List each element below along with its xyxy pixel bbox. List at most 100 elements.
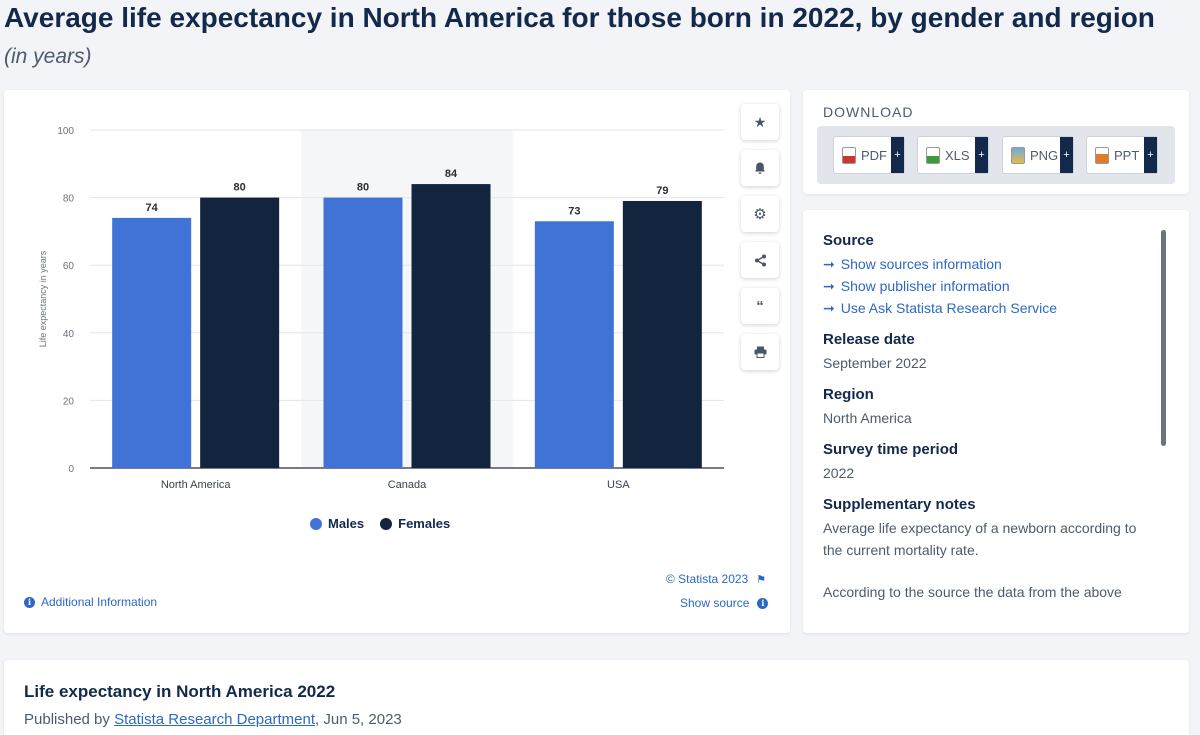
y-tick-label: 20 (63, 396, 75, 407)
show-source-link[interactable]: Show source i (680, 596, 769, 610)
bar-males (112, 217, 192, 468)
data-label: 84 (445, 168, 458, 180)
y-tick-label: 40 (63, 329, 75, 340)
supplementary-notes-more: According to the source the data from th… (823, 584, 1122, 600)
share-icon (754, 254, 766, 266)
page-title: Average life expectancy in North America… (4, 2, 1155, 33)
info-content: Source ➞ Show sources information ➞ Show p… (823, 232, 1153, 615)
favorite-button[interactable]: ★ (741, 104, 779, 140)
publish-date: , Jun 5, 2023 (315, 711, 402, 728)
x-tick-label: Canada (388, 479, 427, 491)
ppt-file-icon (1095, 146, 1109, 164)
settings-button[interactable]: ⚙ (741, 196, 779, 232)
legend-dot-males (310, 517, 322, 530)
copyright-link[interactable]: © Statista 2023 ⚑ (666, 572, 766, 586)
arrow-right-icon: ➞ (823, 300, 835, 316)
download-card: DOWNLOAD PDF + XLS + PNG + PPT + (803, 90, 1189, 194)
download-png-button[interactable]: PNG + (1002, 136, 1074, 174)
info-icon: i (24, 596, 35, 608)
arrow-right-icon: ➞ (823, 256, 835, 272)
info-fade (803, 609, 1189, 633)
download-png-label: PNG (1030, 147, 1059, 163)
bar-females (622, 200, 702, 468)
plus-icon: + (975, 137, 988, 173)
additional-info-label: Additional Information (41, 595, 158, 609)
region-heading: Region (823, 386, 874, 403)
arrow-right-icon: ➞ (823, 278, 835, 294)
info-scrollbar[interactable] (1161, 230, 1166, 446)
source-heading: Source (823, 232, 874, 249)
footer-card: Life expectancy in North America 2022 Pu… (4, 660, 1189, 735)
ask-research-link[interactable]: ➞ Use Ask Statista Research Service (823, 297, 1153, 319)
plus-icon: + (1144, 137, 1157, 173)
legend-item-males[interactable]: Males (310, 516, 364, 531)
legend-dot-females (380, 517, 393, 530)
xls-file-icon (926, 146, 940, 164)
ask-research-label: Use Ask Statista Research Service (840, 300, 1058, 316)
bar-females (411, 184, 491, 468)
y-tick-label: 100 (57, 126, 74, 137)
publisher-link[interactable]: Statista Research Department (114, 711, 316, 728)
supplementary-notes-heading: Supplementary notes (823, 496, 976, 513)
notification-button[interactable] (741, 150, 779, 186)
info-card: Source ➞ Show sources information ➞ Show p… (803, 210, 1189, 633)
bar-males (534, 221, 614, 468)
legend-label-males: Males (328, 516, 365, 531)
bar-males (323, 197, 403, 468)
chart-card: 0 20 40 60 80 100 Life expectancy in years 74 80… (4, 90, 790, 633)
share-button[interactable] (741, 242, 779, 278)
quote-icon: “ (756, 297, 764, 315)
bar-females (200, 197, 280, 468)
survey-period-heading: Survey time period (823, 441, 959, 458)
legend-item-females[interactable]: Females (380, 516, 450, 531)
star-icon: ★ (753, 113, 767, 130)
show-sources-link[interactable]: ➞ Show sources information (823, 253, 1153, 275)
footer-title: Life expectancy in North America 2022 (24, 682, 336, 701)
bar-chart: 0 20 40 60 80 100 Life expectancy in years 74 80… (38, 126, 724, 491)
plus-icon: + (891, 137, 904, 173)
release-date-heading: Release date (823, 331, 915, 348)
data-label: 80 (357, 182, 369, 194)
show-source-label: Show source (680, 596, 750, 610)
data-label: 80 (234, 182, 246, 194)
plus-icon: + (1060, 137, 1073, 173)
download-xls-button[interactable]: XLS + (917, 136, 989, 174)
supplementary-notes-value: Average life expectancy of a newborn acc… (823, 520, 1137, 558)
y-tick-label: 0 (68, 464, 74, 475)
footer-meta: Published by Statista Research Departmen… (24, 711, 402, 728)
bell-icon (755, 162, 765, 174)
print-button[interactable] (741, 334, 779, 370)
download-title: DOWNLOAD (823, 104, 914, 120)
show-sources-label: Show sources information (840, 256, 1002, 272)
survey-period-value: 2022 (823, 465, 855, 481)
show-publisher-label: Show publisher information (840, 278, 1010, 294)
legend-label-females: Females (398, 516, 451, 531)
download-ppt-label: PPT (1114, 147, 1140, 163)
download-pdf-button[interactable]: PDF + (833, 136, 905, 174)
download-tray: PDF + XLS + PNG + PPT + (817, 126, 1175, 184)
chart-legend: Males Females (310, 516, 450, 531)
y-axis-label: Life expectancy in years (38, 250, 48, 347)
download-xls-label: XLS (945, 147, 970, 163)
y-tick-label: 80 (63, 194, 75, 205)
additional-info-link[interactable]: i Additional Information (24, 595, 157, 609)
region-value: North America (823, 410, 912, 426)
page-subtitle: (in years) (4, 45, 92, 68)
data-label: 73 (568, 205, 580, 217)
published-by-label: Published by (24, 711, 110, 728)
info-icon: i (757, 597, 769, 609)
flag-icon: ⚑ (756, 573, 767, 586)
data-label: 74 (146, 202, 159, 214)
y-tick-label: 60 (63, 261, 75, 272)
download-pdf-label: PDF (861, 147, 887, 163)
show-publisher-link[interactable]: ➞ Show publisher information (823, 275, 1153, 297)
data-label: 79 (656, 185, 668, 197)
cite-button[interactable]: “ (741, 288, 779, 324)
copyright-text: © Statista 2023 (666, 572, 749, 586)
x-tick-label: North America (161, 479, 232, 491)
pdf-file-icon (842, 146, 856, 164)
release-date-value: September 2022 (823, 355, 927, 371)
download-ppt-button[interactable]: PPT + (1086, 136, 1158, 174)
print-icon (754, 346, 766, 358)
gear-icon: ⚙ (753, 206, 767, 223)
